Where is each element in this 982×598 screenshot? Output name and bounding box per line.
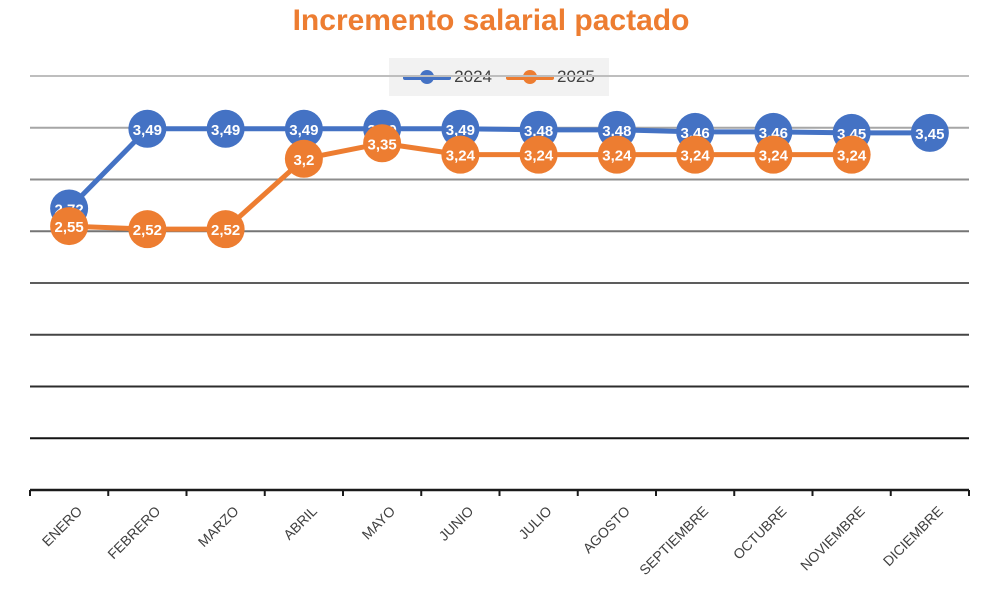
series-line-2024 bbox=[67, 126, 930, 211]
data-point-2025 bbox=[519, 135, 558, 174]
data-point-2025 bbox=[363, 124, 402, 163]
data-point-2025 bbox=[754, 135, 793, 174]
data-label-2024: 3,49 bbox=[446, 122, 475, 139]
data-label-2025: 3,24 bbox=[446, 148, 476, 165]
data-label-2025: 3,24 bbox=[759, 148, 789, 165]
x-tick-label: ENERO bbox=[39, 503, 86, 550]
data-label-2024: 3,45 bbox=[915, 126, 944, 143]
data-label-2025: 3,24 bbox=[524, 148, 554, 165]
x-tick-label: SEPTIEMBRE bbox=[636, 503, 711, 578]
x-tick-label: FEBRERO bbox=[104, 503, 163, 562]
data-label-2025: 2,52 bbox=[211, 222, 240, 239]
data-point-2025 bbox=[597, 135, 636, 174]
data-point-2025 bbox=[676, 135, 715, 174]
data-label-2025: 3,24 bbox=[681, 148, 711, 165]
x-tick-label: OCTUBRE bbox=[730, 503, 790, 563]
data-label-2025: 2,55 bbox=[55, 219, 84, 236]
x-tick-label: JULIO bbox=[515, 503, 554, 542]
x-tick-label: MARZO bbox=[195, 503, 242, 550]
x-tick-label: DICIEMBRE bbox=[880, 503, 946, 569]
data-label-2025: 3,35 bbox=[368, 136, 397, 153]
data-label-2024: 3,49 bbox=[289, 122, 318, 139]
data-label-2024: 3,49 bbox=[133, 122, 162, 139]
data-label-2025: 3,24 bbox=[602, 148, 632, 165]
data-point-2025 bbox=[128, 210, 167, 249]
chart-title: Incremento salarial pactado bbox=[292, 4, 690, 37]
data-point-2025 bbox=[284, 139, 323, 178]
data-point-2024 bbox=[284, 109, 323, 148]
data-point-2025 bbox=[206, 210, 245, 249]
data-point-2024 bbox=[206, 109, 245, 148]
data-point-2025 bbox=[832, 135, 871, 174]
data-point-2025 bbox=[50, 207, 89, 246]
data-label-2024: 3,49 bbox=[211, 122, 240, 139]
data-label-2025: 2,52 bbox=[133, 222, 162, 239]
data-point-2024 bbox=[128, 109, 167, 148]
data-point-2025 bbox=[441, 135, 480, 174]
x-tick-label: AGOSTO bbox=[579, 503, 633, 557]
data-point-2024 bbox=[910, 113, 949, 152]
x-tick-label: NOVIEMBRE bbox=[797, 503, 868, 574]
x-tick-label: MAYO bbox=[359, 503, 399, 543]
data-label-2024: 3,48 bbox=[524, 123, 553, 140]
x-tick-label: JUNIO bbox=[435, 503, 476, 544]
x-tick-label: ABRIL bbox=[280, 503, 320, 543]
data-label-2024: 3,48 bbox=[602, 123, 631, 140]
data-label-2025: 3,2 bbox=[293, 152, 314, 169]
data-label-2025: 3,24 bbox=[837, 148, 867, 165]
